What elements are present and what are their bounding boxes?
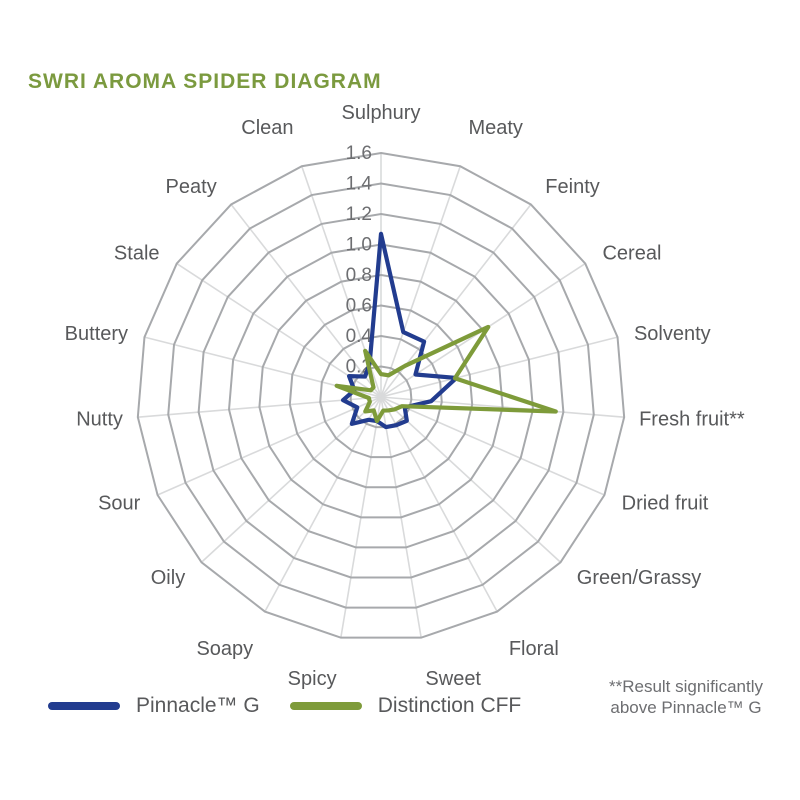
grid-ring [228,243,534,549]
legend-item-pinnacle: Pinnacle™ G [48,694,260,718]
radial-tick-label: 1.4 [346,174,373,195]
axis-label: Soapy [196,638,253,660]
legend-label-pinnacle: Pinnacle™ G [136,694,260,717]
axis-label: Spicy [288,668,337,690]
axis-label: Clean [241,117,293,139]
series-polygon-distinction [334,324,558,424]
radial-tick-label: 1.0 [346,235,372,256]
axis-label: Fresh fruit** [639,408,745,430]
footnote-line-2: above Pinnacle™ G [610,698,762,717]
chart-legend: Pinnacle™ G Distinction CFF [48,694,521,718]
axis-label: Dried fruit [622,493,709,515]
grid-ring [288,304,474,489]
grid-ring [136,151,626,639]
radial-tick-label: 0.6 [346,296,372,317]
grid-ring [167,182,595,609]
axis-label: Oily [151,567,185,589]
axis-label: Meaty [468,117,522,139]
axis-label: Sour [98,493,141,515]
legend-label-distinction: Distinction CFF [377,694,522,717]
axis-label: Sulphury [342,102,421,124]
series-polygon-pinnacle [340,231,459,430]
radial-tick-label: 0.8 [346,265,372,286]
axis-label: Feinty [545,176,599,198]
grid-ring [349,365,413,429]
axis-label: Peaty [166,176,217,198]
significance-footnote: **Result significantly above Pinnacle™ G [586,676,786,718]
distinction-line-swatch [289,702,362,710]
axis-label: Solventy [634,323,711,345]
footnote-line-1: **Result significantly [608,677,763,696]
grid-ring [258,273,504,519]
axis-label: Sweet [425,668,481,690]
grid-ring [319,334,443,459]
radial-tick-label: 0.4 [346,326,373,347]
axis-label: Green/Grassy [577,567,701,589]
axis-label: Buttery [65,323,128,345]
axis-label: Stale [114,242,160,264]
radial-tick-label: 1.6 [346,143,372,164]
legend-item-distinction: Distinction CFF [289,694,522,718]
grid-ring [197,212,565,579]
page-title: SWRI AROMA SPIDER DIAGRAM [28,70,382,93]
radial-tick-label: 1.2 [346,204,372,225]
pinnacle-line-swatch [48,702,120,710]
axis-label: Nutty [76,408,123,430]
axis-label: Cereal [602,242,661,264]
axis-label: Floral [509,638,559,660]
